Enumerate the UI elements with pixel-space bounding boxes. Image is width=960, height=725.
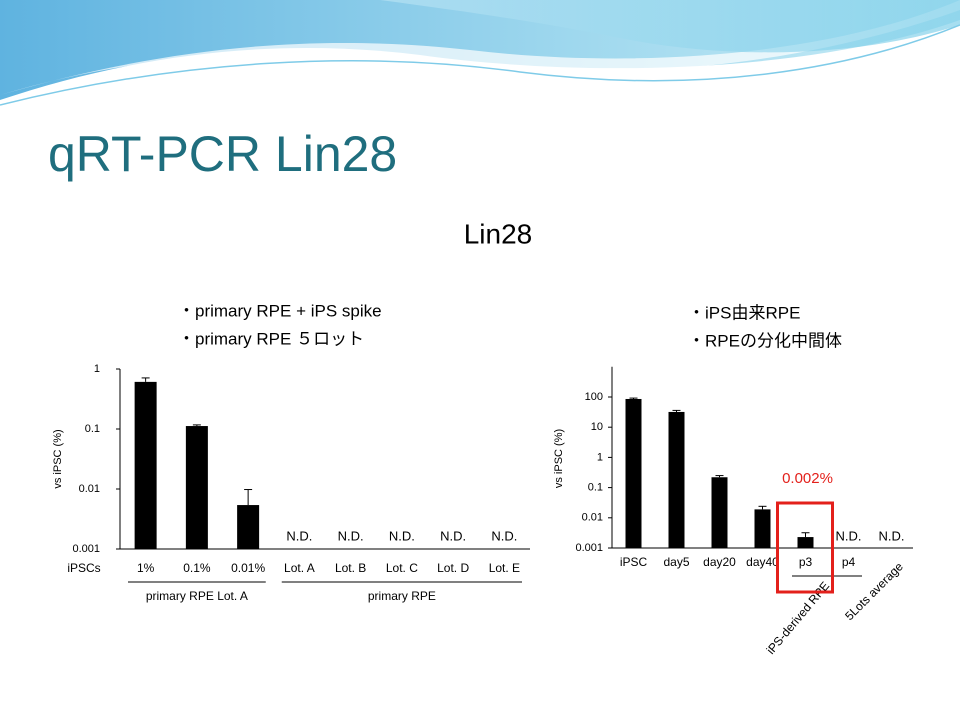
note: ・RPEの分化中間体	[688, 331, 842, 350]
value-label: N.D.	[879, 528, 905, 543]
note: ・primary RPE + iPS spike	[178, 301, 382, 320]
y-axis-label: vs iPSC (%)	[553, 429, 565, 488]
value-label: N.D.	[491, 528, 517, 543]
value-label: N.D.	[836, 528, 862, 543]
x-tick-label: iPSC	[620, 555, 648, 569]
x-tick-label: 0.01%	[231, 561, 265, 575]
slide-title: qRT-PCR Lin28	[48, 126, 397, 182]
value-label: N.D.	[338, 528, 364, 543]
slide-subtitle: Lin28	[464, 218, 533, 249]
y-tick-label: 0.1	[588, 482, 603, 494]
bar	[625, 398, 642, 548]
x-tick-label: day40	[746, 555, 779, 569]
y-tick-label: 0.01	[79, 483, 100, 495]
bar	[668, 411, 685, 548]
x-tick-label: Lot. B	[335, 561, 366, 575]
y-tick-label: 10	[591, 421, 603, 433]
x-tick-label: Lot. D	[437, 561, 469, 575]
x-tick-label: Lot. A	[284, 561, 315, 575]
value-label: N.D.	[440, 528, 466, 543]
x-tick-label: day5	[663, 555, 689, 569]
x-tick-label: 0.1%	[183, 561, 211, 575]
highlight-box	[776, 501, 834, 594]
x-tick-label: day20	[703, 555, 736, 569]
row-label: iPSCs	[67, 561, 100, 575]
note: ・iPS由来RPE	[688, 303, 800, 322]
y-tick-label: 100	[585, 391, 603, 403]
y-tick-label: 0.001	[72, 543, 100, 555]
x-tick-label: Lot. E	[489, 561, 520, 575]
x-tick-label: p4	[842, 555, 856, 569]
x-tick-label: 1%	[137, 561, 155, 575]
y-tick-label: 0.1	[85, 423, 100, 435]
bar	[754, 509, 771, 548]
header-decoration	[0, 0, 960, 106]
y-tick-label: 1	[94, 363, 100, 375]
y-tick-label: 0.001	[575, 542, 603, 554]
charts: ・primary RPE + iPS spike ・primary RPE ５ロッ…	[52, 301, 913, 657]
value-label: N.D.	[286, 528, 312, 543]
group-label: primary RPE Lot. A	[146, 589, 248, 603]
y-tick-label: 0.01	[582, 512, 603, 524]
y-tick-label: 1	[597, 451, 603, 463]
x-tick-label: p3	[799, 555, 813, 569]
group-label: primary RPE	[368, 589, 436, 603]
bar	[797, 537, 814, 548]
bar	[185, 426, 208, 549]
annotation: 0.002%	[782, 470, 833, 487]
bar	[711, 477, 728, 548]
bar	[134, 381, 157, 549]
value-label: N.D.	[389, 528, 415, 543]
x-tick-label: Lot. C	[386, 561, 418, 575]
bar	[237, 505, 260, 549]
note: ・primary RPE ５ロット	[178, 329, 364, 348]
y-axis-label: vs iPSC (%)	[52, 429, 64, 488]
